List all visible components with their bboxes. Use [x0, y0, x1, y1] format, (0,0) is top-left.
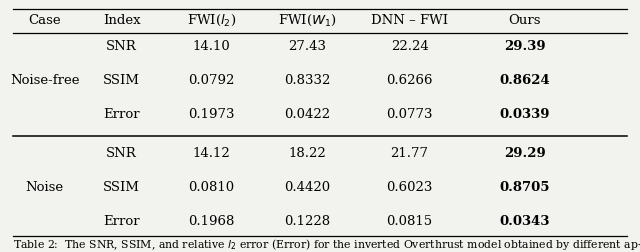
Text: 0.8624: 0.8624	[499, 74, 550, 87]
Text: Case: Case	[29, 14, 61, 27]
Text: 0.0810: 0.0810	[188, 181, 234, 194]
Text: 29.39: 29.39	[504, 40, 546, 53]
Text: 14.10: 14.10	[193, 40, 230, 53]
Text: 0.0773: 0.0773	[387, 108, 433, 121]
Text: 0.8332: 0.8332	[284, 74, 330, 87]
Text: Table 2:  The SNR, SSIM, and relative $l_2$ error (Error) for the inverted Overt: Table 2: The SNR, SSIM, and relative $l_…	[13, 237, 640, 252]
Text: SNR: SNR	[106, 40, 137, 53]
Text: Noise-free: Noise-free	[10, 74, 79, 87]
Text: 0.6023: 0.6023	[387, 181, 433, 194]
Text: Index: Index	[103, 14, 140, 27]
Text: Ours: Ours	[509, 14, 541, 27]
Text: 0.0422: 0.0422	[284, 108, 330, 121]
Text: Error: Error	[103, 108, 140, 121]
Text: FWI($W_1$): FWI($W_1$)	[278, 13, 337, 28]
Text: 0.0815: 0.0815	[387, 215, 433, 228]
Text: 0.1228: 0.1228	[284, 215, 330, 228]
Text: 0.0343: 0.0343	[500, 215, 550, 228]
Text: 0.0792: 0.0792	[188, 74, 234, 87]
Text: 14.12: 14.12	[193, 147, 230, 160]
Text: 27.43: 27.43	[288, 40, 326, 53]
Text: SNR: SNR	[106, 147, 137, 160]
Text: DNN – FWI: DNN – FWI	[371, 14, 448, 27]
Text: SSIM: SSIM	[103, 181, 140, 194]
Text: 22.24: 22.24	[391, 40, 428, 53]
Text: 21.77: 21.77	[390, 147, 429, 160]
Text: 29.29: 29.29	[504, 147, 546, 160]
Text: Error: Error	[103, 215, 140, 228]
Text: 0.1973: 0.1973	[188, 108, 234, 121]
Text: 0.8705: 0.8705	[500, 181, 550, 194]
Text: 0.0339: 0.0339	[500, 108, 550, 121]
Text: 0.6266: 0.6266	[387, 74, 433, 87]
Text: 0.4420: 0.4420	[284, 181, 330, 194]
Text: SSIM: SSIM	[103, 74, 140, 87]
Text: Noise: Noise	[26, 181, 64, 194]
Text: FWI($l_2$): FWI($l_2$)	[187, 13, 236, 28]
Text: 18.22: 18.22	[289, 147, 326, 160]
Text: 0.1968: 0.1968	[188, 215, 234, 228]
